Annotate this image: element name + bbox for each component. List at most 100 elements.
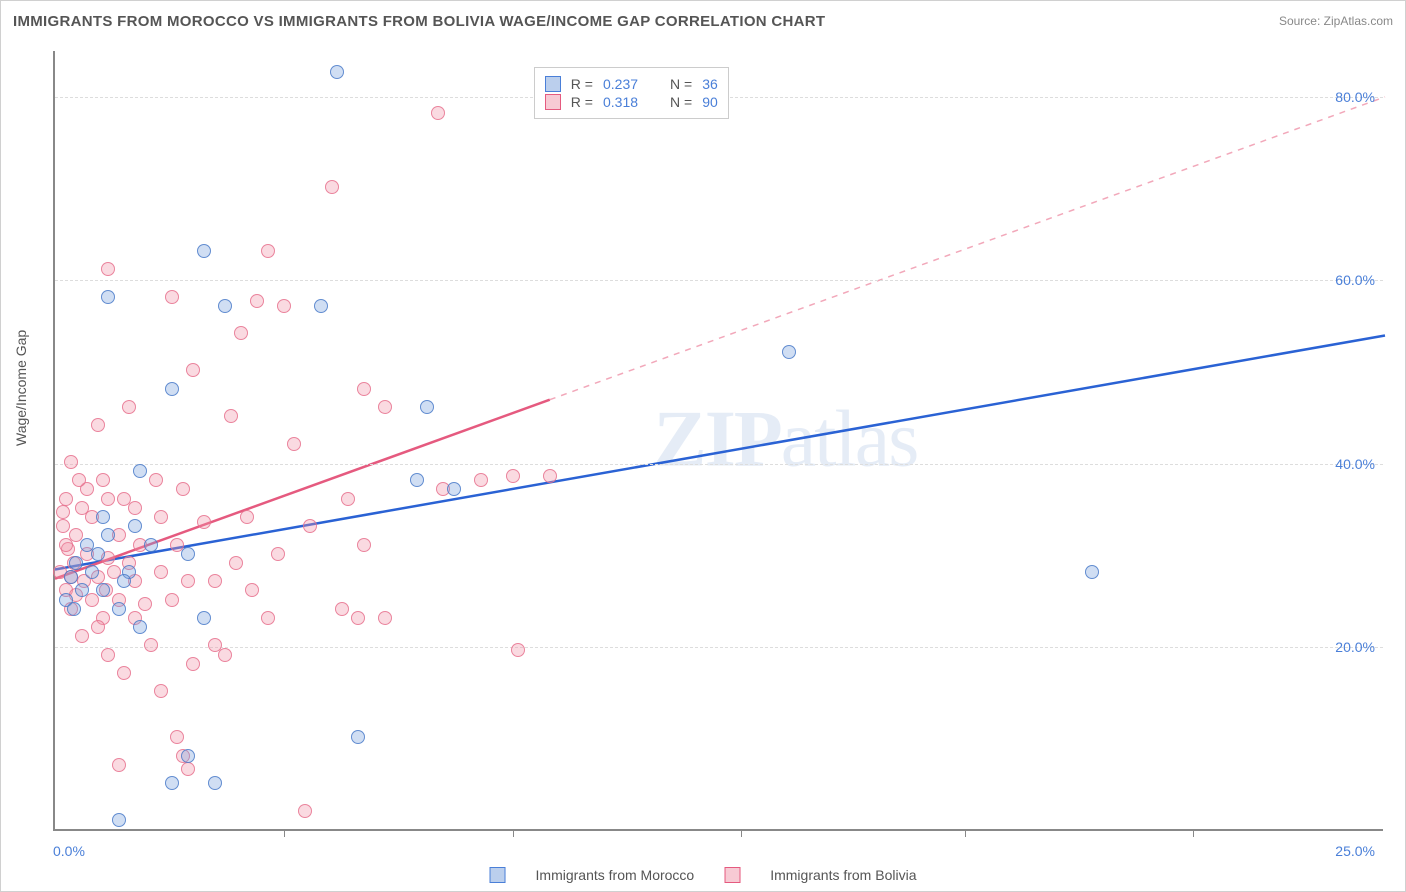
x-axis-label-max: 25.0% <box>1335 843 1375 859</box>
trend-line <box>55 335 1385 569</box>
title-bar: IMMIGRANTS FROM MOROCCO VS IMMIGRANTS FR… <box>1 1 1405 41</box>
correlation-box: R =0.237N =36R =0.318N =90 <box>534 67 729 119</box>
corr-r-label: R = <box>571 76 593 92</box>
data-point <box>101 492 115 506</box>
data-point <box>341 492 355 506</box>
data-point <box>128 501 142 515</box>
data-point <box>75 629 89 643</box>
corr-r-value: 0.237 <box>603 76 638 92</box>
data-point <box>56 519 70 533</box>
x-minor-tick <box>741 829 742 837</box>
legend-swatch-morocco <box>490 867 506 883</box>
y-tick-label: 80.0% <box>1335 89 1375 105</box>
data-point <box>447 482 461 496</box>
data-point <box>197 611 211 625</box>
data-point <box>133 464 147 478</box>
data-point <box>75 583 89 597</box>
source-label: Source: ZipAtlas.com <box>1279 14 1393 28</box>
data-point <box>410 473 424 487</box>
data-point <box>101 648 115 662</box>
data-point <box>91 547 105 561</box>
x-minor-tick <box>284 829 285 837</box>
data-point <box>67 602 81 616</box>
y-tick-label: 60.0% <box>1335 272 1375 288</box>
correlation-row: R =0.318N =90 <box>545 94 718 110</box>
data-point <box>96 473 110 487</box>
data-point <box>165 382 179 396</box>
corr-n-label: N = <box>670 76 692 92</box>
data-point <box>101 290 115 304</box>
data-point <box>117 666 131 680</box>
data-point <box>543 469 557 483</box>
data-point <box>229 556 243 570</box>
y-tick-label: 40.0% <box>1335 456 1375 472</box>
data-point <box>91 620 105 634</box>
data-point <box>1085 565 1099 579</box>
y-tick-label: 20.0% <box>1335 639 1375 655</box>
data-point <box>218 299 232 313</box>
data-point <box>112 758 126 772</box>
data-point <box>181 574 195 588</box>
data-point <box>261 244 275 258</box>
data-point <box>101 262 115 276</box>
data-point <box>85 565 99 579</box>
data-point <box>96 510 110 524</box>
data-point <box>69 556 83 570</box>
data-point <box>154 510 168 524</box>
data-point <box>59 538 73 552</box>
data-point <box>271 547 285 561</box>
corr-n-label: N = <box>670 94 692 110</box>
data-point <box>170 730 184 744</box>
data-point <box>351 611 365 625</box>
gridline <box>55 464 1383 465</box>
data-point <box>186 657 200 671</box>
data-point <box>511 643 525 657</box>
data-point <box>181 762 195 776</box>
trend-line <box>550 97 1385 400</box>
data-point <box>330 65 344 79</box>
data-point <box>117 492 131 506</box>
data-point <box>149 473 163 487</box>
data-point <box>117 574 131 588</box>
data-point <box>165 776 179 790</box>
data-point <box>351 730 365 744</box>
data-point <box>197 515 211 529</box>
data-point <box>64 455 78 469</box>
x-minor-tick <box>1193 829 1194 837</box>
data-point <box>64 570 78 584</box>
data-point <box>420 400 434 414</box>
data-point <box>165 290 179 304</box>
data-point <box>245 583 259 597</box>
gridline <box>55 647 1383 648</box>
data-point <box>154 565 168 579</box>
legend-label-bolivia: Immigrants from Bolivia <box>770 867 916 883</box>
data-point <box>224 409 238 423</box>
bottom-legend: Immigrants from Morocco Immigrants from … <box>490 867 917 883</box>
data-point <box>80 538 94 552</box>
data-point <box>112 602 126 616</box>
data-point <box>144 538 158 552</box>
x-minor-tick <box>965 829 966 837</box>
data-point <box>138 597 152 611</box>
data-point <box>154 684 168 698</box>
chart-area: ZIPatlas 20.0%40.0%60.0%80.0%R =0.237N =… <box>53 51 1383 831</box>
legend-label-morocco: Immigrants from Morocco <box>536 867 695 883</box>
data-point <box>96 583 110 597</box>
data-point <box>378 400 392 414</box>
data-point <box>378 611 392 625</box>
corr-n-value: 36 <box>702 76 718 92</box>
data-point <box>56 505 70 519</box>
data-point <box>261 611 275 625</box>
data-point <box>298 804 312 818</box>
data-point <box>357 382 371 396</box>
data-point <box>144 638 158 652</box>
corr-r-value: 0.318 <box>603 94 638 110</box>
data-point <box>186 363 200 377</box>
correlation-row: R = 0.237 N = 36 <box>545 76 718 92</box>
chart-container: IMMIGRANTS FROM MOROCCO VS IMMIGRANTS FR… <box>0 0 1406 892</box>
legend-swatch-bolivia <box>724 867 740 883</box>
data-point <box>782 345 796 359</box>
data-point <box>72 473 86 487</box>
data-point <box>112 813 126 827</box>
data-point <box>91 418 105 432</box>
